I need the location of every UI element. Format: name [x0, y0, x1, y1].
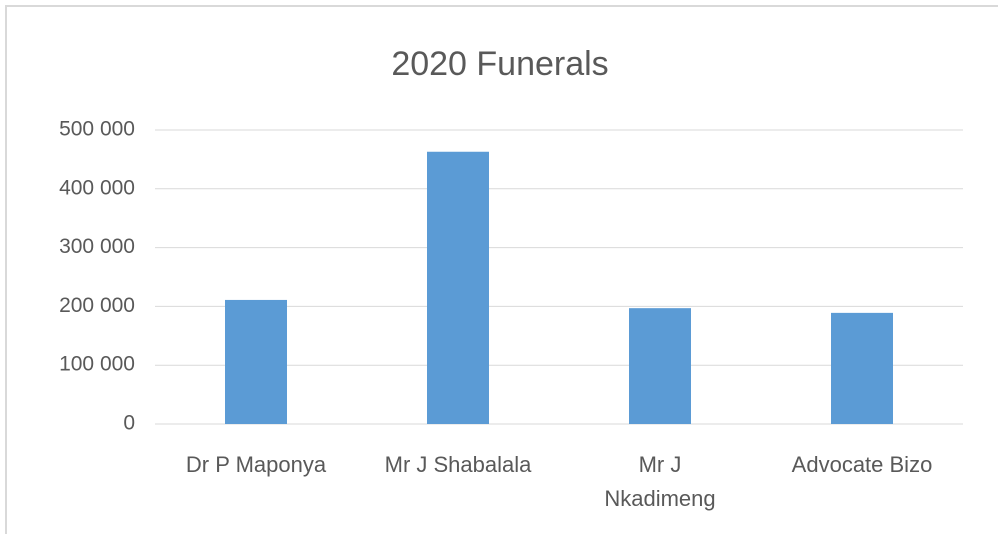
y-tick-label: 0: [123, 412, 135, 435]
x-tick-label: Dr P Maponya: [186, 452, 327, 477]
y-tick-label: 400 000: [59, 176, 135, 199]
bar: [629, 308, 691, 424]
bar: [831, 312, 893, 424]
x-tick-label: Mr J Shabalala: [385, 452, 533, 477]
y-tick-label: 300 000: [59, 235, 135, 258]
y-tick-label: 200 000: [59, 294, 135, 317]
chart-border: [5, 5, 998, 534]
x-tick-label: Advocate Bizo: [792, 452, 933, 477]
bar: [427, 151, 489, 425]
bar: [225, 299, 287, 424]
y-tick-label: 100 000: [59, 353, 135, 376]
chart-title: 2020 Funerals: [391, 45, 608, 83]
x-tick-label: Mr J Nkadimeng: [604, 452, 715, 511]
y-tick-label: 500 000: [59, 118, 135, 141]
